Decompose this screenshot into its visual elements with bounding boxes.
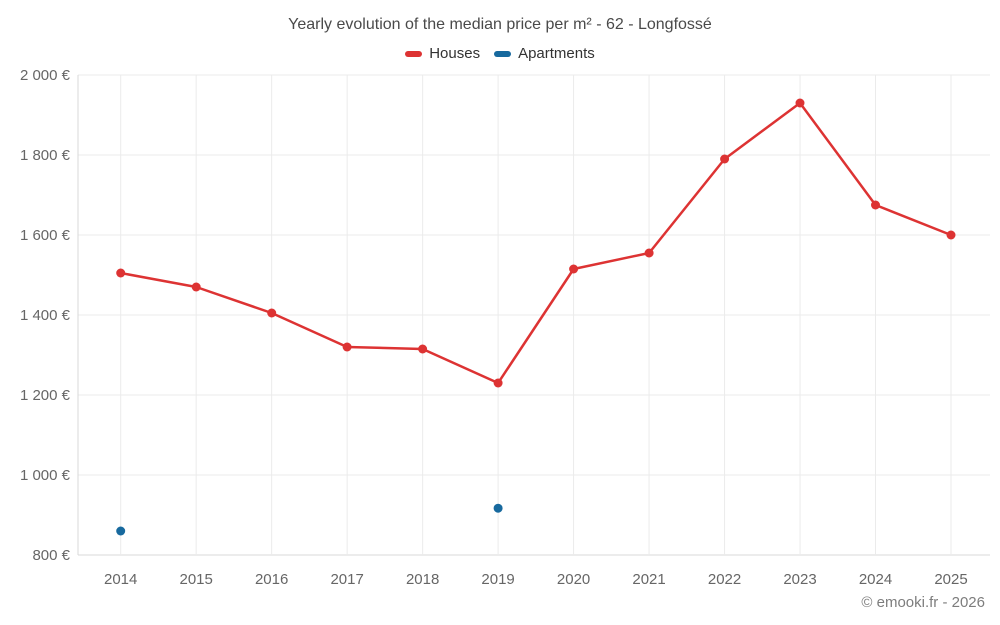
- houses-point-2022[interactable]: [720, 154, 730, 164]
- y-axis-label: 1 400 €: [20, 307, 71, 324]
- x-axis-label: 2015: [179, 571, 212, 588]
- houses-line[interactable]: [119, 101, 953, 385]
- x-axis-label: 2017: [330, 571, 363, 588]
- y-axis-label: 800 €: [32, 547, 70, 564]
- houses-point-2018[interactable]: [418, 344, 428, 354]
- y-axis-label: 1 800 €: [20, 147, 71, 164]
- houses-point-2016[interactable]: [267, 308, 277, 318]
- y-axis-label: 2 000 €: [20, 67, 71, 84]
- x-axis-label: 2025: [934, 571, 967, 588]
- x-axis-label: 2014: [104, 571, 137, 588]
- y-axis-label: 1 200 €: [20, 387, 71, 404]
- y-axis-label: 1 600 €: [20, 227, 71, 244]
- houses-point-2020[interactable]: [569, 264, 579, 274]
- houses-series-swatch-icon: [405, 50, 423, 57]
- houses-point-2023[interactable]: [795, 98, 805, 108]
- houses-point-2021[interactable]: [644, 248, 654, 258]
- apartments-series-swatch-icon: [494, 50, 512, 57]
- x-axis-label: 2024: [859, 571, 892, 588]
- legend-item-houses[interactable]: Houses: [405, 45, 480, 62]
- houses-point-2017[interactable]: [342, 342, 352, 352]
- legend-label-houses: Houses: [429, 45, 481, 62]
- apartments-point-2014[interactable]: [116, 526, 126, 536]
- x-axis-label: 2020: [557, 571, 590, 588]
- houses-point-2024[interactable]: [871, 200, 880, 210]
- legend-label-apartments: Apartments: [518, 45, 595, 62]
- legend: Houses Apartments: [0, 45, 1000, 62]
- houses-point-2019[interactable]: [493, 378, 503, 388]
- x-axis-label: 2021: [632, 571, 665, 588]
- x-axis-label: 2018: [406, 571, 439, 588]
- legend-item-apartments[interactable]: Apartments: [494, 45, 595, 62]
- copyright: © emooki.fr - 2026: [861, 594, 985, 611]
- houses-point-2015[interactable]: [191, 282, 201, 292]
- x-axis-label: 2023: [783, 571, 816, 588]
- apartments-point-2019[interactable]: [493, 503, 503, 513]
- houses-point-2025[interactable]: [946, 230, 956, 240]
- x-axis-label: 2016: [255, 571, 288, 588]
- x-axis-label: 2019: [481, 571, 514, 588]
- y-axis-label: 1 000 €: [20, 467, 71, 484]
- chart-title: Yearly evolution of the median price per…: [288, 16, 712, 33]
- x-axis-label: 2022: [708, 571, 741, 588]
- houses-point-2014[interactable]: [116, 268, 126, 278]
